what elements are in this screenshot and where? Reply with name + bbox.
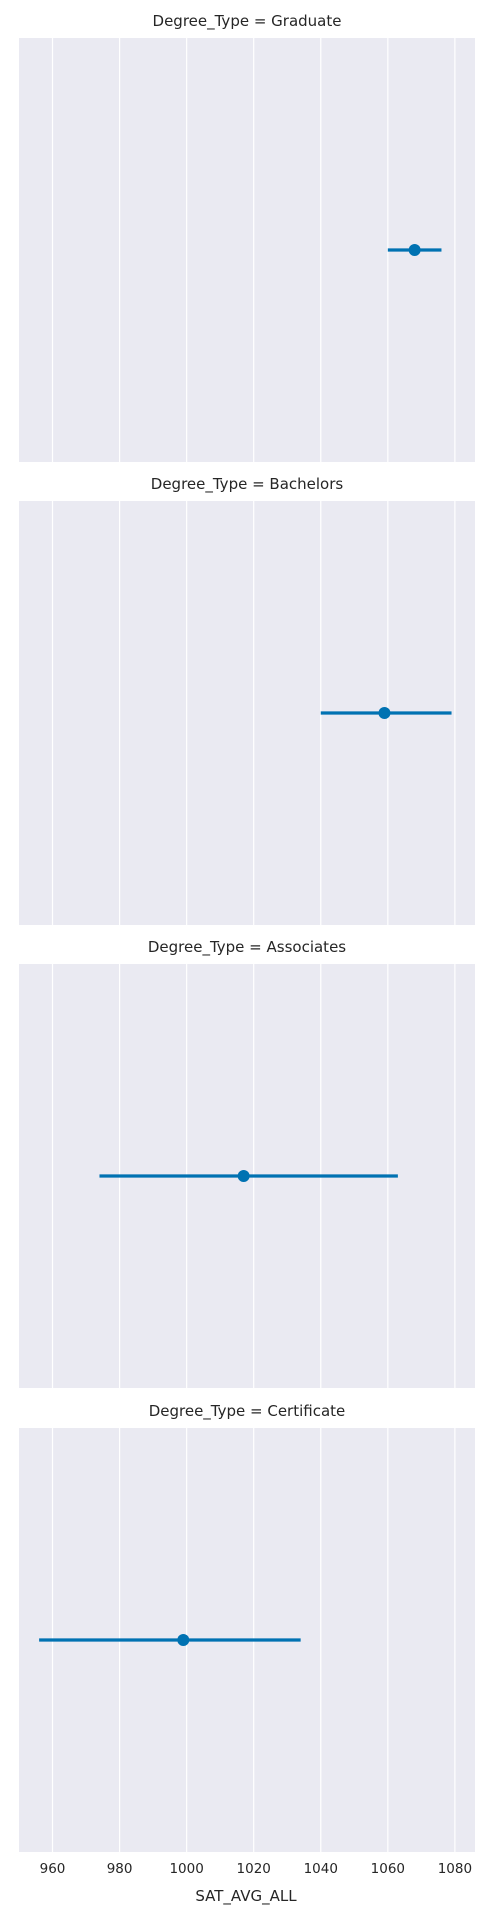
panel-title: Degree_Type = Bachelors: [151, 475, 344, 494]
x-axis-label: SAT_AVG_ALL: [195, 1887, 297, 1906]
facet-panel: Degree_Type = Graduate: [19, 12, 475, 462]
facet-panel: Degree_Type = Certificate: [19, 1402, 475, 1852]
point-estimate: [237, 1170, 250, 1182]
facet-panels: Degree_Type = Graduate Degree_Type = Bach…: [19, 12, 475, 1852]
facet-panel: Degree_Type = Bachelors: [19, 475, 475, 925]
x-tick-label: 1040: [304, 1861, 338, 1877]
point-estimate: [177, 1634, 190, 1646]
facet-panel: Degree_Type = Associates: [19, 938, 475, 1388]
x-tick-label: 1080: [438, 1861, 472, 1877]
x-tick-label: 1060: [371, 1861, 405, 1877]
x-tick-label: 1020: [237, 1861, 271, 1877]
panel-title: Degree_Type = Associates: [148, 938, 346, 957]
panel-title: Degree_Type = Certificate: [149, 1402, 346, 1421]
point-estimate: [408, 244, 421, 256]
x-tick-label: 960: [40, 1861, 66, 1877]
x-axis: 960 980 1000 1020 1040 1060 1080: [40, 1861, 472, 1877]
x-tick-label: 1000: [169, 1861, 203, 1877]
point-estimate: [378, 707, 391, 719]
x-tick-label: 980: [107, 1861, 133, 1877]
panel-title: Degree_Type = Graduate: [153, 12, 342, 31]
